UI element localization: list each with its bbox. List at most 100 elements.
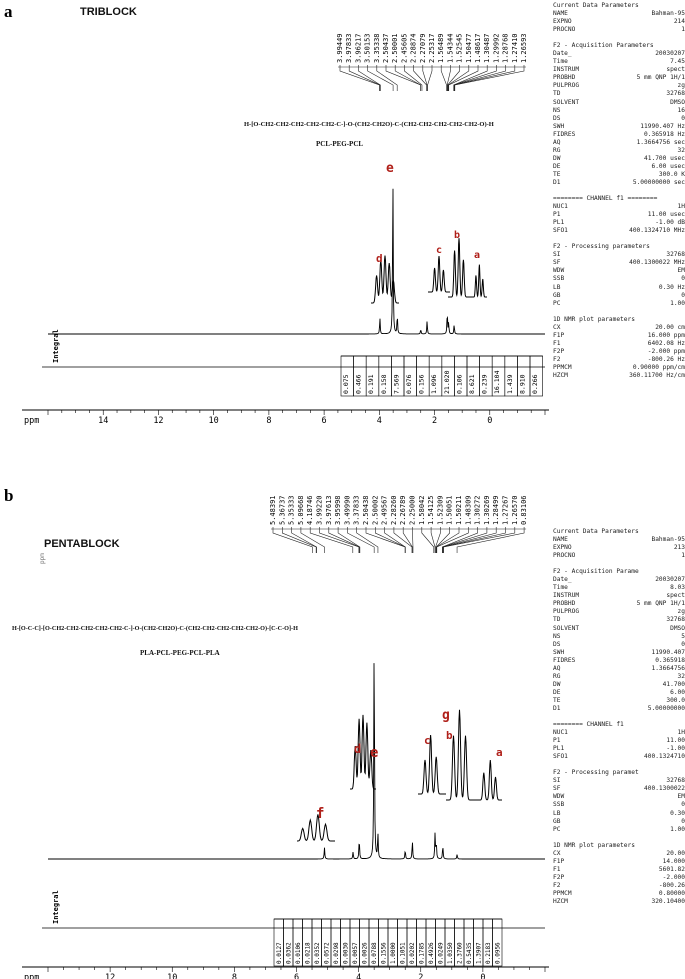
peak-label: 3.99220 <box>316 495 324 525</box>
param-key: NS <box>553 632 561 640</box>
param-a-param-row: DS 0 <box>553 115 685 123</box>
peak-connector <box>435 527 441 553</box>
param-a-param-row: Time 7.45 <box>553 58 685 66</box>
peak-label: 1.50051 <box>446 495 454 525</box>
panel-pentablock: b PENTABLOCK 5.48391 5.36737 5.35333 5.0966… <box>0 482 685 979</box>
figure-label-b: b <box>4 486 14 505</box>
param-key: SFO1 <box>553 227 568 235</box>
param-value: 0 <box>681 291 685 299</box>
param-value: 1.00 <box>670 299 685 307</box>
title-triblock: TRIBLOCK <box>80 6 137 18</box>
integral-value: 0.0572 <box>324 942 331 964</box>
param-key: PULPROG <box>553 82 580 90</box>
polymer-name-triblock: PCL-PEG-PCL <box>316 140 364 148</box>
integral-value: 0.075 <box>342 374 350 394</box>
param-value: zg <box>677 608 685 616</box>
integral-value: 8.910 <box>518 374 526 394</box>
param-a-param-row: LB 0.30 Hz <box>553 284 685 292</box>
peak-label: 2.25317 <box>428 33 436 63</box>
param-value: 20030207 <box>655 50 685 58</box>
panel-triblock: a TRIBLOCK 3.99449 3.97833 3.96217 3.50153 3… <box>0 0 685 440</box>
param-a-param-row: SOLVENT DMSO <box>553 99 685 107</box>
param-b-param-row: F2P -2.000 <box>553 874 685 882</box>
param-key: SOLVENT <box>553 98 580 106</box>
param-value: 5 <box>681 632 685 640</box>
x-tick-label: 12 <box>153 416 163 426</box>
param-key: RG <box>553 146 561 154</box>
peak-connector <box>367 65 394 91</box>
param-value: 5601.82 <box>658 865 685 873</box>
integral-value: 0.0026 <box>362 942 369 964</box>
peak-connector <box>453 65 506 91</box>
x-tick-label: 12 <box>105 973 115 979</box>
param-key: TE <box>553 696 561 704</box>
structure-formula-triblock: H-[O-CH2-CH2-CH2-CH2-CH2-C-]-O-(CH2-CH2O… <box>244 121 494 128</box>
param-value: Bahman-95 <box>651 10 685 18</box>
peak-label: 3.37833 <box>353 495 361 525</box>
param-value: 5.00000000 sec <box>632 178 685 186</box>
param-value: 214 <box>673 18 685 26</box>
spectrum-trace <box>48 188 545 335</box>
param-value: 300.0 K <box>658 170 685 178</box>
param-value: spect <box>666 592 685 600</box>
param-key: F2 <box>553 881 561 889</box>
assignment-label-a: a <box>496 746 503 759</box>
param-b-section-title: Current Data Parameters <box>553 528 639 535</box>
param-a-section-title: F2 - Processing parameters <box>553 243 650 251</box>
param-a-param-row: PC 1.00 <box>553 300 685 308</box>
param-value: 32 <box>677 146 685 154</box>
param-b-param-row: FIDRES 0.365918 <box>553 657 685 665</box>
param-value: 11990.407 Hz <box>640 122 685 130</box>
param-key: SFO1 <box>553 753 568 761</box>
integral-value: 21.020 <box>443 370 451 394</box>
param-value: DMSO <box>670 98 685 106</box>
peak-label: 1.30272 <box>474 495 482 525</box>
param-b-param-row: SSB 0 <box>553 801 685 809</box>
x-tick-label: 10 <box>209 416 219 426</box>
peak-label: 1.27410 <box>511 33 519 63</box>
integral-value: 8.621 <box>468 374 476 394</box>
peak-connector <box>442 527 497 553</box>
param-key: AQ <box>553 664 561 672</box>
param-value: 6.00 usec <box>651 162 685 170</box>
param-key: PL1 <box>553 745 565 753</box>
param-key: PROCNO <box>553 26 576 34</box>
peak-label: 2.25000 <box>409 495 417 525</box>
param-key: CX <box>553 323 561 331</box>
param-key: Date_ <box>553 50 572 58</box>
param-a-param-row: NS 16 <box>553 107 685 115</box>
param-value: 32768 <box>666 90 685 98</box>
param-key: DE <box>553 688 561 696</box>
param-value: zg <box>677 82 685 90</box>
param-value: 0 <box>681 275 685 283</box>
param-b-param-row: EXPNO 213 <box>553 544 685 552</box>
param-value: 0.30 <box>670 809 685 817</box>
integral-value: 0.0202 <box>409 942 416 964</box>
peak-label: 3.95998 <box>334 495 342 525</box>
param-key: PULPROG <box>553 608 580 616</box>
multiplet-inset <box>418 735 446 795</box>
param-key: F1 <box>553 339 561 347</box>
param-a-param-row: NUC1 1H <box>553 203 685 211</box>
param-b-param-row: TD 32768 <box>553 616 685 624</box>
peak-connector <box>358 65 381 91</box>
param-key: INSTRUM <box>553 66 580 74</box>
param-b-section-title: F2 - Acquisition Parame <box>553 568 639 576</box>
peak-label: 1.27267 <box>502 495 510 525</box>
integral-value: 1.439 <box>506 374 514 394</box>
peak-label: 1.28768 <box>502 33 510 63</box>
integral-value: 0.0249 <box>438 942 445 964</box>
param-key: INSTRUM <box>553 592 580 600</box>
integral-value: 0.106 <box>455 374 463 394</box>
multiplet-inset <box>297 814 335 842</box>
param-value: 14.000 <box>662 857 685 865</box>
param-b-param-row: Date_ 20030207 <box>553 576 685 584</box>
param-value: 400.1324710 <box>644 753 685 761</box>
param-b-param-row: INSTRUM spect <box>553 592 685 600</box>
param-a-section-title: 1D NMR plot parameters <box>553 315 635 323</box>
param-key: P1 <box>553 737 561 745</box>
param-value: 32768 <box>666 616 685 624</box>
peak-connector <box>436 527 469 553</box>
peak-connector <box>402 527 413 553</box>
param-key: NAME <box>553 536 568 544</box>
